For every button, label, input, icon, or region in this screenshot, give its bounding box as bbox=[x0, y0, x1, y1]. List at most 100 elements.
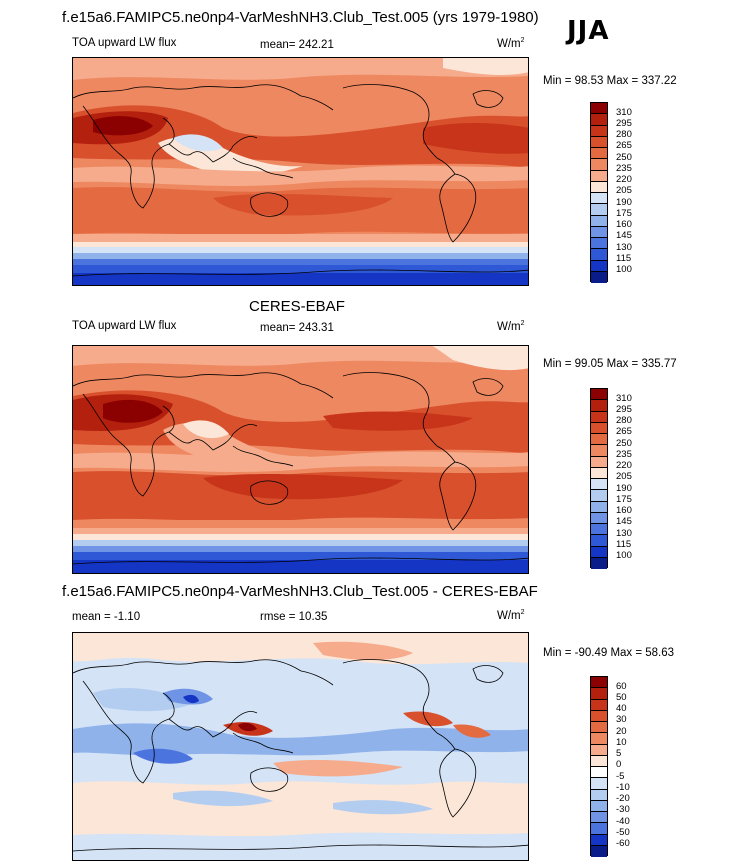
panel3-mean-label: mean = -1.10 bbox=[72, 611, 141, 623]
panel1-level-label: 295 bbox=[616, 118, 632, 129]
panel3-colorbar bbox=[590, 676, 608, 857]
panel1-colorbar-swatch bbox=[591, 103, 607, 115]
panel1-colorbar-swatch bbox=[591, 170, 607, 182]
panel1-level-label: 220 bbox=[616, 174, 632, 185]
panel2-level-label: 295 bbox=[616, 404, 632, 415]
panel3-units-label: W/m2 bbox=[497, 609, 525, 622]
panel3-level-label: 10 bbox=[616, 737, 627, 748]
panel3-level-label: 50 bbox=[616, 692, 627, 703]
panel2-level-label: 205 bbox=[616, 471, 632, 482]
panel2-colorbar-swatch bbox=[591, 490, 607, 502]
panel1-title: f.e15a6.FAMIPC5.ne0np4-VarMeshNH3.Club_T… bbox=[62, 9, 539, 26]
panel3-level-label: -10 bbox=[616, 782, 630, 793]
panel1-level-label: 280 bbox=[616, 129, 632, 140]
panel1-colorbar-swatch bbox=[591, 114, 607, 126]
panel1-units-label: W/m2 bbox=[497, 37, 525, 50]
panel3-colorbar-swatch bbox=[591, 699, 607, 711]
panel1-colorbar-swatch bbox=[591, 181, 607, 193]
panel3-level-label: -5 bbox=[616, 771, 625, 782]
panel3-level-label: -20 bbox=[616, 793, 630, 804]
panel1-level-label: 160 bbox=[616, 219, 632, 230]
panel3-colorbar-swatch bbox=[591, 733, 607, 745]
panel2-level-label: 265 bbox=[616, 426, 632, 437]
panel1-colorbar-swatch bbox=[591, 148, 607, 160]
panel2-variable-label: TOA upward LW flux bbox=[72, 320, 177, 332]
panel2-colorbar-swatch bbox=[591, 445, 607, 457]
panel2-colorbar-swatch bbox=[591, 512, 607, 524]
panel2-colorbar-swatch bbox=[591, 546, 607, 558]
panel1-minmax-label: Min = 98.53 Max = 337.22 bbox=[543, 75, 677, 87]
panel3-colorbar-swatch bbox=[591, 767, 607, 779]
panel1-level-label: 265 bbox=[616, 140, 632, 151]
panel2-colorbar-swatch bbox=[591, 501, 607, 513]
panel3-level-label: 0 bbox=[616, 759, 622, 770]
panel3-colorbar-swatch bbox=[591, 755, 607, 767]
panel1-colorbar-swatch bbox=[591, 271, 607, 283]
panel2-level-label: 130 bbox=[616, 528, 632, 539]
panel1-level-label: 115 bbox=[616, 253, 632, 264]
panel1-colorbar-swatch bbox=[591, 136, 607, 148]
panel1-colorbar-swatch bbox=[591, 238, 607, 250]
panel1-colorbar-swatch bbox=[591, 215, 607, 227]
panel1-level-label: 175 bbox=[616, 208, 632, 219]
panel1-level-label: 130 bbox=[616, 242, 632, 253]
panel3-colorbar-swatch bbox=[591, 744, 607, 756]
panel1-level-label: 235 bbox=[616, 163, 632, 174]
panel2-title: CERES-EBAF bbox=[249, 298, 345, 315]
panel2-mean-label: mean= 243.31 bbox=[260, 322, 334, 334]
panel2-colorbar-swatch bbox=[591, 422, 607, 434]
panel1-level-label: 100 bbox=[616, 264, 632, 275]
panel1-level-label: 310 bbox=[616, 107, 632, 118]
panel1-level-label: 250 bbox=[616, 152, 632, 163]
panel1-mean-label: mean= 242.21 bbox=[260, 39, 334, 51]
panel2-level-label: 145 bbox=[616, 516, 632, 527]
panel3-level-label: -60 bbox=[616, 838, 630, 849]
panel2-level-label: 220 bbox=[616, 460, 632, 471]
panel2-colorbar-swatch bbox=[591, 411, 607, 423]
panel2-level-label: 190 bbox=[616, 483, 632, 494]
panel3-colorbar-swatch bbox=[591, 688, 607, 700]
panel3-colorbar-swatch bbox=[591, 789, 607, 801]
panel1-colorbar-swatch bbox=[591, 159, 607, 171]
panel3-colorbar-swatch bbox=[591, 812, 607, 824]
panel1-colorbar-swatch bbox=[591, 226, 607, 238]
panel2-level-label: 115 bbox=[616, 539, 632, 550]
panel1-colorbar-swatch bbox=[591, 193, 607, 205]
panel2-colorbar-swatch bbox=[591, 434, 607, 446]
panel3-colorbar-swatch bbox=[591, 845, 607, 857]
panel3-colorbar-swatch bbox=[591, 710, 607, 722]
panel2-colorbar-swatch bbox=[591, 456, 607, 468]
panel1-colorbar bbox=[590, 102, 608, 283]
panel2-colorbar-swatch bbox=[591, 467, 607, 479]
panel2-level-label: 235 bbox=[616, 449, 632, 460]
panel3-level-label: -40 bbox=[616, 816, 630, 827]
panel2-level-label: 175 bbox=[616, 494, 632, 505]
panel1-colorbar-swatch bbox=[591, 125, 607, 137]
panel2-level-label: 100 bbox=[616, 550, 632, 561]
panel2-colorbar-swatch bbox=[591, 557, 607, 569]
panel3-colorbar-swatch bbox=[591, 823, 607, 835]
panel3-minmax-label: Min = -90.49 Max = 58.63 bbox=[543, 647, 675, 659]
panel2-minmax-label: Min = 99.05 Max = 335.77 bbox=[543, 358, 677, 370]
panel1-model-map bbox=[72, 57, 529, 286]
panel3-rmse-label: rmse = 10.35 bbox=[260, 611, 328, 623]
panel1-colorbar-swatch bbox=[591, 260, 607, 272]
panel1-level-label: 145 bbox=[616, 230, 632, 241]
panel1-level-label: 190 bbox=[616, 197, 632, 208]
panel3-colorbar-swatch bbox=[591, 722, 607, 734]
panel1-level-label: 205 bbox=[616, 185, 632, 196]
panel3-colorbar-swatch bbox=[591, 677, 607, 689]
panel3-title: f.e15a6.FAMIPC5.ne0np4-VarMeshNH3.Club_T… bbox=[62, 583, 538, 600]
panel2-level-label: 280 bbox=[616, 415, 632, 426]
panel1-variable-label: TOA upward LW flux bbox=[72, 37, 177, 49]
panel2-colorbar bbox=[590, 388, 608, 569]
panel2-colorbar-swatch bbox=[591, 389, 607, 401]
panel2-level-label: 250 bbox=[616, 438, 632, 449]
panel3-level-label: -50 bbox=[616, 827, 630, 838]
panel2-level-label: 310 bbox=[616, 393, 632, 404]
panel2-units-label: W/m2 bbox=[497, 320, 525, 333]
panel2-level-label: 160 bbox=[616, 505, 632, 516]
panel3-colorbar-swatch bbox=[591, 834, 607, 846]
panel3-level-label: 60 bbox=[616, 681, 627, 692]
panel3-difference-map bbox=[72, 632, 529, 861]
